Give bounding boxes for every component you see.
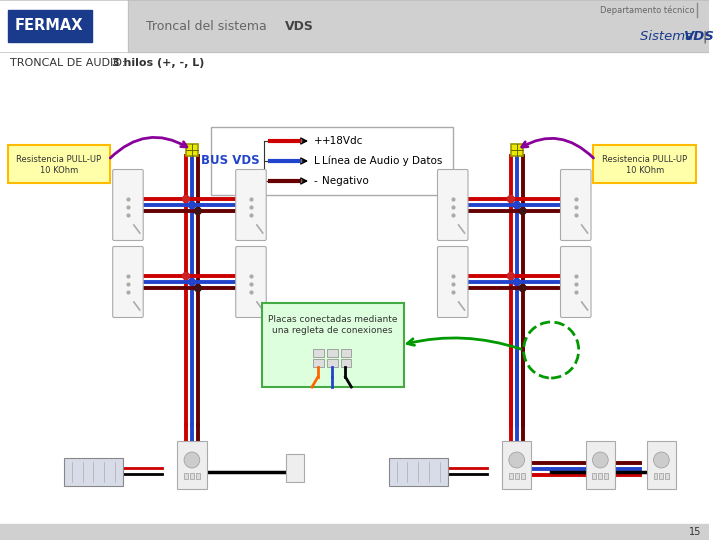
FancyBboxPatch shape [593, 145, 696, 183]
Bar [313, 359, 324, 367]
Bar [287, 454, 304, 482]
Text: Línea de Audio y Datos: Línea de Audio y Datos [322, 156, 442, 166]
Text: Negativo: Negativo [322, 176, 369, 186]
Text: Resistencia PULL-UP
10 KOhm: Resistencia PULL-UP 10 KOhm [602, 156, 687, 175]
FancyBboxPatch shape [438, 246, 468, 318]
FancyBboxPatch shape [560, 170, 591, 240]
Bar [190, 473, 194, 479]
Bar [598, 473, 603, 479]
Text: Sistema: Sistema [640, 30, 697, 44]
Bar [184, 473, 188, 479]
Text: Resistencia PULL-UP
10 KOhm: Resistencia PULL-UP 10 KOhm [17, 156, 102, 175]
Bar [186, 144, 198, 156]
Text: 15: 15 [688, 527, 701, 537]
Bar [341, 349, 351, 357]
Circle shape [194, 207, 202, 214]
Text: +: + [314, 136, 323, 146]
Circle shape [183, 195, 189, 202]
Circle shape [189, 201, 195, 208]
Circle shape [189, 279, 195, 286]
FancyBboxPatch shape [235, 246, 266, 318]
Bar [0, 0, 708, 52]
Bar [502, 441, 531, 489]
Bar [211, 127, 453, 195]
Bar [660, 473, 663, 479]
Circle shape [183, 273, 189, 280]
Bar [327, 349, 338, 357]
Bar [665, 473, 670, 479]
Circle shape [508, 273, 514, 280]
Bar [604, 473, 608, 479]
Bar [196, 473, 199, 479]
Bar [389, 458, 448, 486]
Bar [313, 349, 324, 357]
Circle shape [184, 452, 199, 468]
Circle shape [593, 452, 608, 468]
FancyBboxPatch shape [8, 145, 110, 183]
Text: 3 hilos (+, -, L): 3 hilos (+, -, L) [112, 58, 204, 68]
Text: TRONCAL DE AUDIO:: TRONCAL DE AUDIO: [10, 58, 129, 68]
Bar [593, 473, 596, 479]
Text: Departamento técnico: Departamento técnico [600, 5, 695, 15]
FancyBboxPatch shape [262, 303, 403, 387]
Bar [521, 473, 525, 479]
Text: +18Vdc: +18Vdc [322, 136, 363, 146]
Bar [64, 458, 123, 486]
Circle shape [519, 207, 526, 214]
Text: -: - [314, 176, 318, 186]
Bar [128, 0, 708, 52]
Bar [510, 144, 523, 156]
Bar [654, 473, 657, 479]
Text: |: | [702, 30, 706, 44]
Bar [341, 359, 351, 367]
Text: L: L [314, 156, 320, 166]
Text: VDS: VDS [285, 19, 315, 32]
FancyBboxPatch shape [113, 246, 143, 318]
FancyBboxPatch shape [560, 246, 591, 318]
Circle shape [194, 285, 202, 292]
Text: VDS: VDS [684, 30, 715, 44]
Bar [515, 473, 518, 479]
Circle shape [509, 452, 525, 468]
Bar [327, 359, 338, 367]
Text: Troncal del sistema: Troncal del sistema [145, 19, 271, 32]
Bar [0, 524, 708, 540]
Bar [177, 441, 207, 489]
FancyBboxPatch shape [113, 170, 143, 240]
Circle shape [513, 279, 520, 286]
Text: BUS VDS: BUS VDS [201, 154, 260, 167]
Bar [8, 10, 91, 42]
FancyBboxPatch shape [235, 170, 266, 240]
Text: Placas conectadas mediante
una regleta de conexiones: Placas conectadas mediante una regleta d… [268, 315, 397, 335]
Bar [647, 441, 676, 489]
Text: FERMAX: FERMAX [15, 18, 84, 33]
Circle shape [519, 285, 526, 292]
Bar [509, 473, 513, 479]
Circle shape [513, 201, 520, 208]
Circle shape [654, 452, 670, 468]
Circle shape [508, 195, 514, 202]
FancyBboxPatch shape [438, 170, 468, 240]
Bar [585, 441, 615, 489]
